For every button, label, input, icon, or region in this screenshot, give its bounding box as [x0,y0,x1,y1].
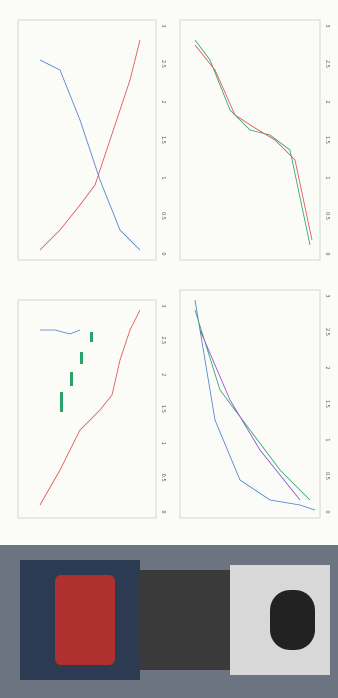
tick-label: 1 [324,176,330,179]
tick-label: 1.5 [160,136,166,144]
curve [194,39,311,246]
tick-label: 0.5 [160,212,166,220]
tick-label: 2.5 [324,60,330,68]
tick-label: 0 [324,510,330,513]
tick-label: 2 [160,373,166,376]
tick-label: 0.5 [160,474,166,482]
tick-label: 1 [324,438,330,441]
curve [194,309,311,501]
photo-part [140,570,230,670]
panel-frame [179,19,321,261]
tick-label: 2.5 [160,60,166,68]
tick-label: 2 [324,366,330,369]
tick-label: 3 [160,24,166,27]
panel-frame [179,289,321,519]
tick-label: 2 [324,100,330,103]
marker [70,372,73,386]
tick-label: 3 [324,294,330,297]
photo-part [270,590,315,650]
tick-label: 1.5 [160,405,166,413]
photo-part [55,575,115,665]
tick-label: 1.5 [324,136,330,144]
tick-label: 1 [160,176,166,179]
tick-label: 1.5 [324,400,330,408]
tick-label: 0 [324,252,330,255]
tick-label: 0.5 [324,212,330,220]
tick-label: 1 [160,442,166,445]
tick-label: 0 [160,252,166,255]
curve [39,309,141,506]
panel-frame [17,299,157,519]
marker [90,332,93,342]
tick-label: 2 [160,100,166,103]
curve [199,329,301,501]
curve [39,59,141,251]
tick-label: 2.5 [324,328,330,336]
curve [194,299,316,511]
marker [60,392,63,412]
tick-label: 3 [324,24,330,27]
tick-label: 2.5 [160,336,166,344]
tick-label: 0.5 [324,472,330,480]
curve [39,39,141,251]
curve [194,44,313,241]
tick-label: 3 [160,304,166,307]
tick-label: 0 [160,510,166,513]
panel-frame [17,19,157,261]
marker [80,352,83,364]
curve [40,329,81,335]
